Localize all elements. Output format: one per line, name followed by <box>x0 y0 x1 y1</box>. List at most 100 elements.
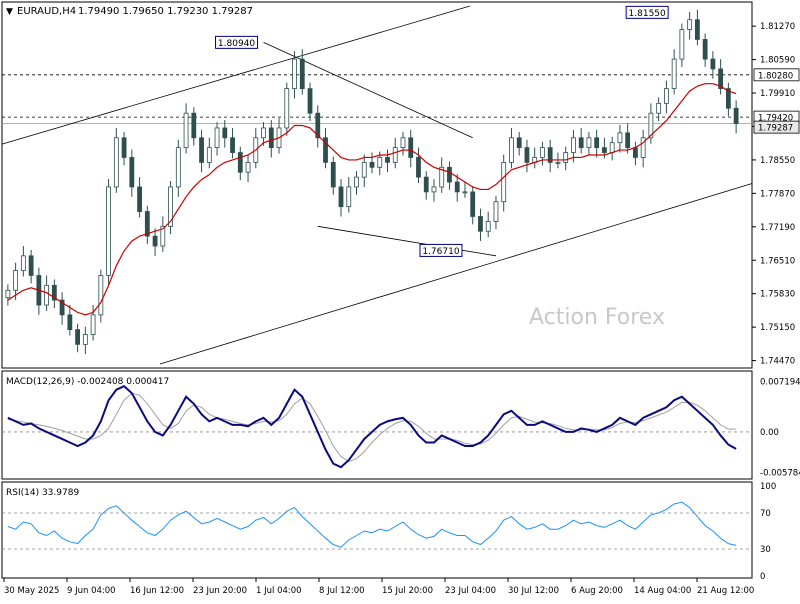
support-line <box>317 225 497 257</box>
candle-body <box>152 235 158 247</box>
price-tick-label: 1.77870 <box>760 189 795 199</box>
swing-label-box <box>215 35 259 49</box>
channel-upper-line <box>1 5 471 145</box>
axis-price-label-box <box>753 68 800 82</box>
candle-body <box>121 137 127 158</box>
time-tick-label: 23 Jul 04:00 <box>445 586 496 596</box>
candle-body <box>206 147 212 163</box>
candle-body <box>129 157 135 188</box>
candle-body <box>346 186 352 208</box>
candle-body <box>5 289 11 299</box>
candle-body <box>454 181 460 193</box>
downtrend-line <box>263 42 473 139</box>
rsi-line <box>7 501 737 548</box>
candle-body <box>338 186 344 208</box>
candle-body <box>82 334 88 345</box>
axis-price-label: 1.79420 <box>758 114 793 124</box>
candle-body <box>137 186 142 212</box>
candle-body <box>733 107 739 124</box>
time-tick-label: 16 Jun 12:00 <box>130 586 184 596</box>
macd-main-line <box>7 384 737 469</box>
candle-body <box>485 220 491 232</box>
macd-signal-line <box>7 392 737 463</box>
candle-body <box>540 147 545 158</box>
time-axis-group: 30 May 2025 9 Jun 04:00 16 Jun 12:00 23 Jun… <box>3 578 754 596</box>
candle-body <box>416 157 421 178</box>
ohlc-values: 1.79490 1.79650 1.79230 1.79287 <box>78 6 253 17</box>
candle-body <box>501 161 507 203</box>
price-tick-label: 1.81270 <box>760 22 795 32</box>
macd-tick-label: 0.00 <box>760 428 779 438</box>
candle-body <box>51 284 57 301</box>
price-tick-label: 1.75830 <box>760 290 795 300</box>
candle-body <box>323 137 328 163</box>
macd-tick-label: -0.005784 <box>760 469 800 479</box>
candle-body <box>656 102 662 114</box>
swing-label-box <box>625 5 669 19</box>
candle-body <box>423 176 429 193</box>
candle-body <box>20 255 26 271</box>
candle-body <box>470 191 476 217</box>
rsi-tick-label: 100 <box>760 482 776 492</box>
candle-body <box>571 137 576 153</box>
candle-body <box>330 161 336 188</box>
candle-body <box>98 275 104 316</box>
macd-title: MACD(12,26,9) -0.002408 0.000417 <box>6 377 169 387</box>
axis-price-label-box <box>753 120 800 134</box>
candle-body <box>671 58 677 89</box>
swing-label-text: 1.81550 <box>629 9 666 19</box>
candle-body <box>385 157 390 163</box>
candle-body <box>555 161 561 164</box>
swing-label-text: 1.76710 <box>422 247 459 257</box>
candle-body <box>462 191 468 194</box>
candle-body <box>168 186 173 227</box>
price-tick-label: 1.75150 <box>760 323 795 333</box>
time-tick-label: 15 Jul 20:00 <box>382 586 433 596</box>
price-tick-label: 1.77190 <box>760 223 795 233</box>
rsi-tick-label: 0 <box>760 572 765 582</box>
price-tick-label: 1.78550 <box>760 156 795 166</box>
candles-group <box>5 9 739 355</box>
trendline-group <box>1 5 753 365</box>
candle-body <box>694 19 700 40</box>
rsi-tick-label: 30 <box>760 545 771 555</box>
candle-body <box>261 127 266 139</box>
macd-panel-frame <box>1 370 753 480</box>
swing-label-box <box>419 243 463 257</box>
axis-price-label: 1.80280 <box>758 71 793 81</box>
time-tick-label: 23 Jun 20:00 <box>193 586 247 596</box>
time-tick-label: 1 Jul 04:00 <box>256 586 302 596</box>
candle-body <box>75 329 80 345</box>
header-arrow: ▼ <box>6 7 13 17</box>
candle-body <box>59 299 65 316</box>
candle-body <box>106 186 111 276</box>
candle-body <box>400 137 406 149</box>
candle-body <box>702 39 708 60</box>
candle-body <box>509 137 514 163</box>
candle-body <box>199 137 204 163</box>
rsi-tick-label: 70 <box>760 509 771 519</box>
candle-body <box>710 58 716 70</box>
candle-body <box>578 137 584 149</box>
candle-body <box>594 137 600 149</box>
candle-body <box>563 152 569 163</box>
moving-average-line <box>7 83 737 316</box>
candle-body <box>725 88 731 109</box>
candle-body <box>516 137 522 149</box>
candle-body <box>237 152 243 173</box>
price-tick-label: 1.80590 <box>760 56 795 66</box>
macd-tick-label: 0.007194 <box>760 377 800 387</box>
candle-body <box>268 127 274 149</box>
price-tick-label: 1.79910 <box>760 89 795 99</box>
candle-body <box>493 201 499 222</box>
time-tick-label: 14 Aug 04:00 <box>634 586 691 596</box>
price-tick-label: 1.74470 <box>760 357 795 367</box>
candle-body <box>609 142 615 153</box>
candle-body <box>284 88 290 129</box>
candle-body <box>447 166 452 183</box>
candle-body <box>315 112 321 139</box>
candle-body <box>175 147 181 188</box>
candle-body <box>361 161 367 178</box>
candle-body <box>369 161 375 168</box>
